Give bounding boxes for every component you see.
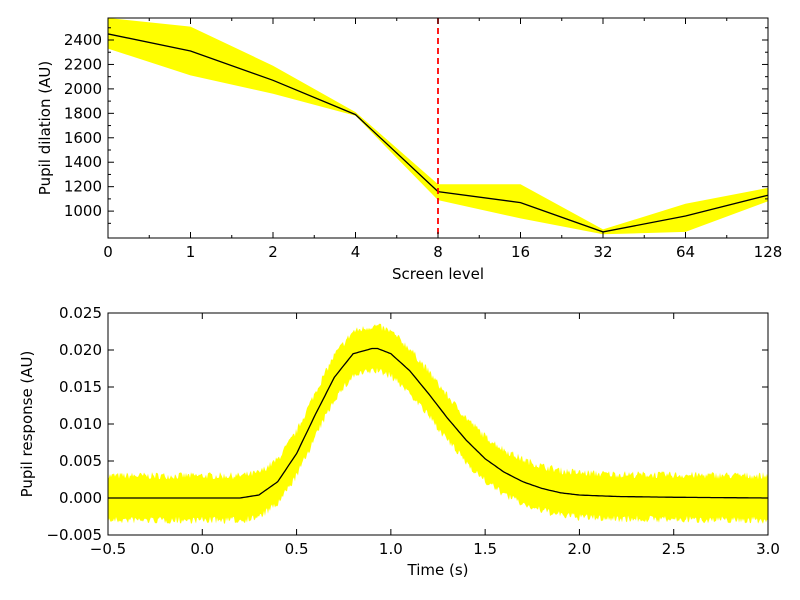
dilation-x-axis-label: Screen level [392,265,484,283]
response-x-tick-label: 1.0 [379,540,403,558]
response-y-tick-label: 0.020 [59,341,102,359]
dilation-y-tick-label: 1800 [64,104,102,122]
dilation-x-tick-label: 0 [103,243,113,261]
dilation-y-tick-label: 2400 [64,31,102,49]
response-y-tick-label: 0.025 [59,304,102,322]
response-series-line [108,347,768,499]
dilation-y-tick-label: 2200 [64,55,102,73]
response-y-tick-label: 0.005 [59,452,102,470]
response-x-tick-label: 3.0 [756,540,780,558]
response-x-tick-label: 0.0 [190,540,214,558]
dilation-x-tick-label: 1 [186,243,196,261]
response-y-tick-label: −0.005 [46,526,102,544]
response-y-axis-label: Pupil response (AU) [18,351,36,498]
response-chart: −0.5 0.0 0.5 1.0 1.5 2.0 2.5 3.0 −0.005 0.000 0.00… [18,304,780,579]
response-y-tick-label: 0.000 [59,489,102,507]
dilation-x-tick-label: 16 [511,243,530,261]
response-plot-area [108,323,768,524]
dilation-x-tick-label: 8 [433,243,443,261]
response-ticks: −0.5 0.0 0.5 1.0 1.5 2.0 2.5 3.0 −0.005 0.000 0.00… [46,304,779,558]
dilation-ticks: 0 1 2 4 8 16 32 64 128 1000 1200 1400 1600 1800 2000 22… [64,18,783,261]
response-y-tick-label: 0.010 [59,415,102,433]
response-x-tick-label: 1.5 [473,540,497,558]
response-x-axis-label: Time (s) [407,561,469,579]
dilation-chart: 0 1 2 4 8 16 32 64 128 1000 1200 1400 1600 1800 2000 22… [36,17,783,283]
dilation-x-tick-label: 4 [351,243,361,261]
dilation-y-tick-label: 1400 [64,153,102,171]
response-y-tick-label: 0.015 [59,378,102,396]
dilation-y-tick-label: 1000 [64,202,102,220]
dilation-axes-frame [107,17,769,239]
response-confidence-band [108,323,768,524]
dilation-x-tick-label: 64 [676,243,695,261]
dilation-y-tick-label: 1600 [64,129,102,147]
dilation-confidence-band [108,18,768,235]
response-axes-frame [107,312,769,536]
dilation-y-tick-label: 1200 [64,178,102,196]
response-x-tick-label: 0.5 [285,540,309,558]
dilation-x-tick-label: 2 [268,243,278,261]
response-x-tick-label: −0.5 [90,540,126,558]
dilation-y-tick-label: 2000 [64,80,102,98]
dilation-x-tick-label: 128 [754,243,783,261]
response-x-tick-label: 2.0 [567,540,591,558]
dilation-x-tick-label: 32 [593,243,612,261]
dilation-y-axis-label: Pupil dilation (AU) [36,61,54,195]
response-x-tick-label: 2.5 [662,540,686,558]
